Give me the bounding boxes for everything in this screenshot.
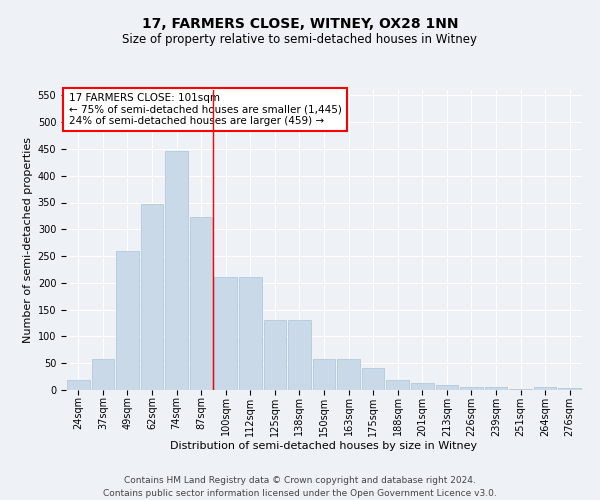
Bar <box>386 380 409 390</box>
Bar <box>288 320 311 390</box>
Bar <box>92 359 114 390</box>
Text: 17, FARMERS CLOSE, WITNEY, OX28 1NN: 17, FARMERS CLOSE, WITNEY, OX28 1NN <box>142 18 458 32</box>
Bar <box>190 217 212 390</box>
Bar <box>214 277 237 390</box>
Bar <box>534 388 556 390</box>
Bar <box>411 383 434 390</box>
Text: 17 FARMERS CLOSE: 101sqm
← 75% of semi-detached houses are smaller (1,445)
24% o: 17 FARMERS CLOSE: 101sqm ← 75% of semi-d… <box>68 93 341 126</box>
Bar <box>140 204 163 390</box>
Text: Contains HM Land Registry data © Crown copyright and database right 2024.
Contai: Contains HM Land Registry data © Crown c… <box>103 476 497 498</box>
Bar <box>67 380 89 390</box>
Bar <box>436 385 458 390</box>
Bar <box>116 250 139 390</box>
X-axis label: Distribution of semi-detached houses by size in Witney: Distribution of semi-detached houses by … <box>170 441 478 451</box>
Bar <box>460 387 483 390</box>
Bar <box>239 277 262 390</box>
Bar <box>337 360 360 390</box>
Bar <box>313 360 335 390</box>
Bar <box>165 150 188 390</box>
Y-axis label: Number of semi-detached properties: Number of semi-detached properties <box>23 137 34 343</box>
Bar <box>485 388 508 390</box>
Bar <box>559 388 581 390</box>
Bar <box>263 320 286 390</box>
Bar <box>362 368 385 390</box>
Text: Size of property relative to semi-detached houses in Witney: Size of property relative to semi-detach… <box>122 32 478 46</box>
